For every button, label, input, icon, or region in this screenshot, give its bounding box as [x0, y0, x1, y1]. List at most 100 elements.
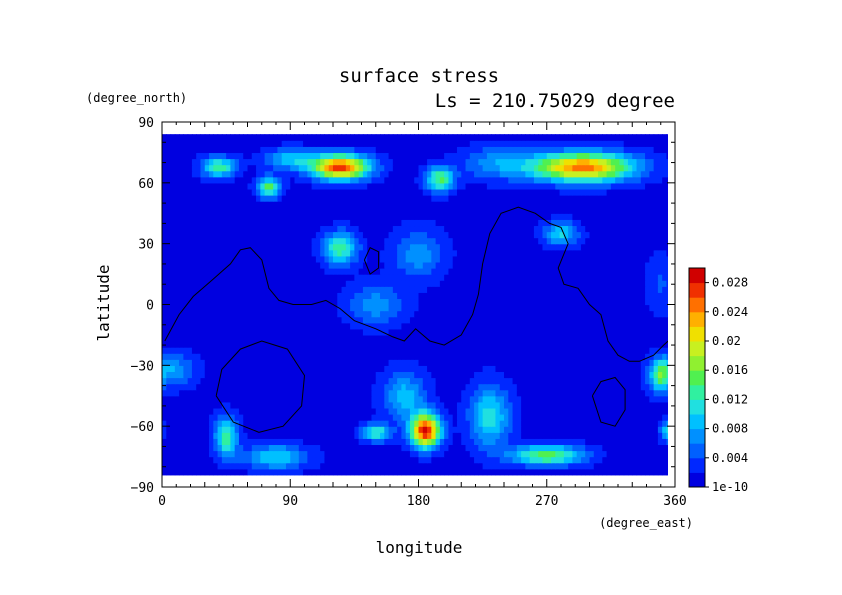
heat-cell [200, 347, 206, 354]
heat-cell [298, 377, 304, 385]
heat-cell [491, 353, 497, 360]
heat-cell [354, 249, 360, 257]
heat-cell [311, 249, 317, 257]
heat-cell [414, 274, 420, 281]
heat-cell [170, 286, 176, 293]
heat-cell [179, 420, 184, 427]
heat-cell [504, 261, 509, 269]
heat-cell [461, 426, 467, 433]
heat-cell [226, 243, 231, 251]
heat-cell [542, 462, 548, 470]
heat-cell [662, 237, 668, 245]
heat-cell [456, 401, 462, 409]
heat-cell [397, 365, 402, 373]
heat-cell [298, 310, 304, 318]
heat-cell [234, 426, 240, 433]
heat-cell [341, 341, 347, 348]
heat-cell [448, 456, 454, 464]
heat-cell [572, 341, 578, 348]
heat-cell [546, 237, 552, 245]
heat-cell [521, 316, 526, 324]
heat-cell [405, 310, 411, 318]
heat-cell [247, 401, 253, 409]
heat-cell [465, 304, 471, 312]
heat-cell [196, 322, 202, 330]
heat-cell [358, 432, 364, 439]
heat-cell [551, 371, 556, 379]
heat-cell [405, 316, 411, 324]
heat-cell [324, 310, 330, 318]
heat-cell [307, 365, 313, 373]
heat-cell [354, 383, 360, 391]
heat-cell [333, 322, 338, 330]
heat-cell [384, 268, 390, 275]
heat-cell [636, 456, 642, 464]
heat-cell [623, 310, 629, 318]
heat-cell [226, 371, 231, 379]
heat-cell [221, 407, 227, 415]
heat-cell [533, 395, 539, 403]
heat-cell [166, 328, 172, 336]
heat-cell [559, 462, 565, 470]
heat-cell [285, 292, 291, 300]
heat-cell [371, 389, 377, 397]
heat-cell [645, 462, 650, 470]
heat-cell [512, 286, 518, 293]
heat-cell [666, 383, 668, 391]
heat-cell [559, 407, 565, 415]
heat-cell [234, 328, 240, 336]
heat-cell [662, 407, 668, 415]
heat-cell [401, 444, 407, 452]
heat-cell [362, 353, 368, 360]
heat-cell [388, 225, 394, 233]
heat-cell [350, 298, 355, 306]
heat-cell [482, 304, 488, 312]
heat-cell [444, 298, 450, 306]
heat-cell [431, 286, 437, 293]
heat-cell [243, 231, 249, 239]
heat-cell [362, 438, 368, 446]
heat-cell [482, 274, 488, 281]
heat-cell [598, 365, 603, 373]
heat-cell [645, 322, 650, 330]
heat-cell [546, 316, 552, 324]
heat-cell [615, 444, 621, 452]
heat-cell [469, 328, 475, 336]
heat-cell [418, 468, 424, 476]
heat-cell [307, 395, 313, 403]
heat-cell [589, 420, 595, 427]
heat-cell [285, 389, 291, 397]
heat-cell [303, 389, 308, 397]
heat-cell [482, 316, 488, 324]
heat-cell [585, 310, 591, 318]
heat-cell [551, 322, 556, 330]
heat-cell [320, 225, 326, 233]
heat-cell [568, 365, 573, 373]
heat-cell [538, 450, 544, 458]
heat-cell [358, 444, 364, 452]
heat-cell [213, 377, 219, 385]
heat-cell [196, 347, 202, 354]
heat-cell [606, 304, 612, 312]
heat-cell [452, 389, 458, 397]
heat-cell [653, 286, 659, 293]
heat-cell [640, 462, 646, 470]
heat-cell [311, 237, 317, 245]
heat-cell [649, 310, 655, 318]
heat-cell [405, 274, 411, 281]
heat-cell [324, 328, 330, 336]
heat-cell [183, 395, 189, 403]
heat-cell [337, 371, 343, 379]
heat-cell [273, 328, 279, 336]
heat-cell [179, 328, 184, 336]
heat-cell [256, 456, 261, 464]
heat-cell [645, 401, 650, 409]
heat-cell [525, 268, 531, 275]
heat-cell [311, 407, 317, 415]
heat-cell [598, 426, 603, 433]
heat-cell [649, 298, 655, 306]
heat-cell [615, 371, 621, 379]
heat-cell [375, 304, 381, 312]
heat-cell [657, 249, 663, 257]
heat-cell [238, 383, 244, 391]
